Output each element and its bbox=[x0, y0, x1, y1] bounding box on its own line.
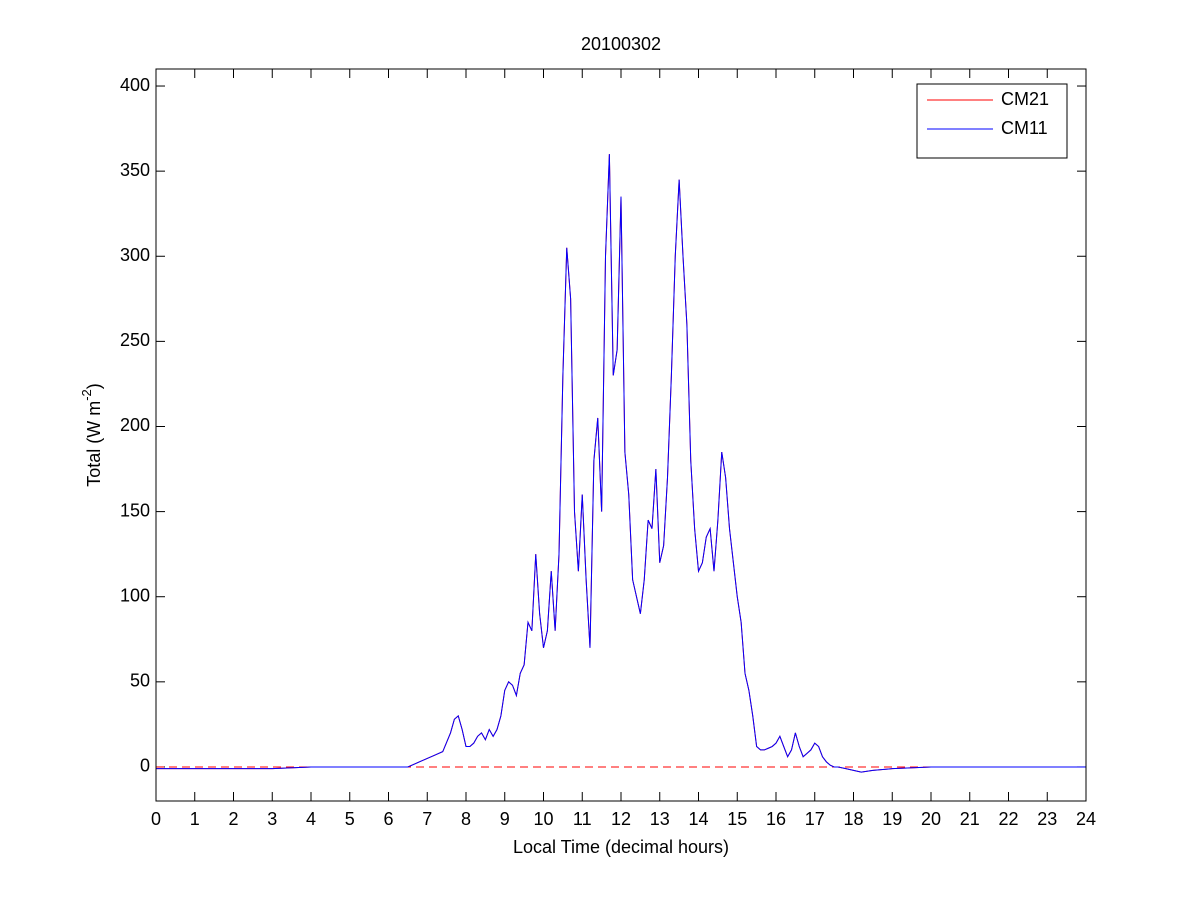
x-tick-label: 20 bbox=[921, 809, 941, 829]
x-tick-label: 13 bbox=[650, 809, 670, 829]
x-tick-label: 10 bbox=[533, 809, 553, 829]
chart-title: 20100302 bbox=[581, 34, 661, 54]
x-tick-label: 12 bbox=[611, 809, 631, 829]
x-axis-label: Local Time (decimal hours) bbox=[513, 837, 729, 857]
x-tick-label: 6 bbox=[383, 809, 393, 829]
y-label-end: ) bbox=[84, 383, 104, 389]
y-tick-label: 400 bbox=[120, 75, 150, 95]
x-tick-label: 7 bbox=[422, 809, 432, 829]
x-tick-label: 16 bbox=[766, 809, 786, 829]
legend-label: CM21 bbox=[1001, 89, 1049, 109]
x-tick-label: 15 bbox=[727, 809, 747, 829]
y-tick-label: 250 bbox=[120, 330, 150, 350]
x-tick-label: 1 bbox=[190, 809, 200, 829]
x-tick-label: 23 bbox=[1037, 809, 1057, 829]
x-tick-label: 9 bbox=[500, 809, 510, 829]
y-label-main: Total (W m bbox=[84, 401, 104, 487]
plot-frame bbox=[155, 68, 1087, 802]
legend-box bbox=[916, 83, 1068, 159]
y-tick-label: 200 bbox=[120, 415, 150, 435]
x-tick-label: 2 bbox=[228, 809, 238, 829]
x-tick-label: 17 bbox=[805, 809, 825, 829]
series-line bbox=[156, 154, 1086, 773]
y-tick-label: 300 bbox=[120, 245, 150, 265]
x-tick-label: 21 bbox=[960, 809, 980, 829]
x-tick-label: 4 bbox=[306, 809, 316, 829]
x-tick-label: 19 bbox=[882, 809, 902, 829]
x-tick-label: 18 bbox=[843, 809, 863, 829]
legend-label: CM11 bbox=[1001, 118, 1048, 138]
x-tick-label: 0 bbox=[151, 809, 161, 829]
y-tick-label: 100 bbox=[120, 585, 150, 605]
y-tick-label: 0 bbox=[140, 756, 150, 776]
x-tick-label: 24 bbox=[1076, 809, 1096, 829]
y-label-sup: -2 bbox=[79, 389, 94, 401]
y-tick-label: 150 bbox=[120, 500, 150, 520]
y-tick-label: 350 bbox=[120, 160, 150, 180]
x-tick-label: 3 bbox=[267, 809, 277, 829]
x-tick-label: 8 bbox=[461, 809, 471, 829]
x-tick-label: 22 bbox=[998, 809, 1018, 829]
x-tick-label: 14 bbox=[688, 809, 708, 829]
y-tick-label: 50 bbox=[130, 671, 150, 691]
y-axis-label: Total (W m-2) bbox=[79, 383, 103, 487]
x-tick-label: 5 bbox=[345, 809, 355, 829]
x-tick-label: 11 bbox=[573, 809, 592, 829]
